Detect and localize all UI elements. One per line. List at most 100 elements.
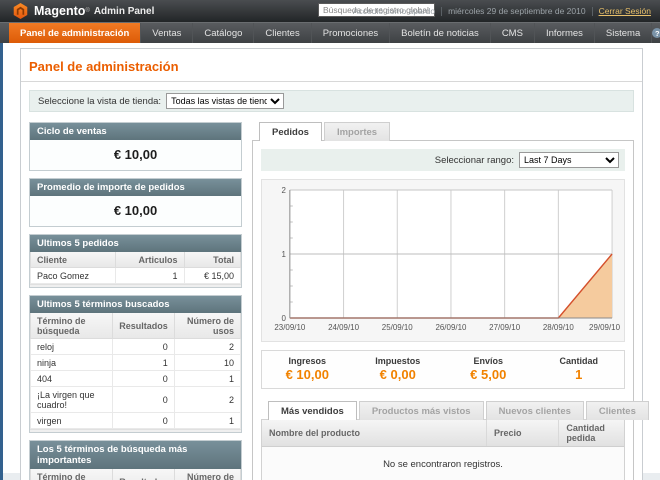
column-header: Resultados (113, 469, 175, 480)
tab-mas-vendidos[interactable]: Más vendidos (268, 401, 357, 420)
products-table: Nombre del productoPrecioCantidad pedida… (262, 420, 624, 480)
column-header: Cliente (31, 252, 116, 268)
column-header: Término de búsqueda (31, 313, 113, 339)
total-value: € 10,00 (262, 367, 353, 382)
widget-value: € 10,00 (30, 196, 241, 226)
table-cell: ¡La virgen que cuadro! (31, 387, 113, 413)
header-meta: Accedió como apardo miércoles 29 de sept… (353, 0, 651, 22)
total-label: Cantidad (534, 356, 625, 366)
total-ingresos: Ingresos€ 10,00 (262, 356, 353, 382)
logo-trademark: ® (85, 8, 89, 14)
products-grid: Nombre del productoPrecioCantidad pedida… (261, 419, 625, 480)
table-row[interactable]: 40401 (31, 371, 241, 387)
magento-logo-icon (13, 3, 28, 19)
table-cell: 0 (113, 371, 175, 387)
table-header-row: Término de búsquedaResultadosNúmero de u… (31, 469, 241, 480)
orders-chart: 01223/09/1024/09/1025/09/1026/09/1027/09… (261, 179, 625, 342)
top-header: Magento ® Admin Panel Accedió como apard… (0, 0, 660, 22)
range-label: Seleccionar rango: (435, 155, 514, 166)
column-header: Total (184, 252, 240, 268)
range-bar: Seleccionar rango: Last 7 Days (261, 149, 625, 171)
widget-table: Término de búsquedaResultadosNúmero de u… (30, 313, 241, 429)
svg-text:27/09/10: 27/09/10 (489, 323, 520, 332)
total-envios: Envíos€ 5,00 (443, 356, 534, 382)
table-cell: reloj (31, 339, 113, 355)
nav-item-promociones[interactable]: Promociones (312, 23, 390, 43)
widget-promedio-de-importe-de-pedidos: Promedio de importe de pedidos€ 10,00 (29, 178, 242, 227)
grid-column-header: Precio (486, 420, 558, 447)
svg-text:29/09/10: 29/09/10 (589, 323, 620, 332)
tab-productos-mas-vistos[interactable]: Productos más vistos (359, 401, 484, 420)
table-cell: 0 (113, 387, 175, 413)
nav-item-clientes[interactable]: Clientes (254, 23, 311, 43)
tab-pedidos[interactable]: Pedidos (259, 122, 322, 141)
tab-clientes[interactable]: Clientes (586, 401, 649, 420)
total-value: € 5,00 (443, 367, 534, 382)
column-header: Resultados (113, 313, 175, 339)
widget-title: Ultimos 5 pedidos (30, 235, 241, 252)
total-label: Ingresos (262, 356, 353, 366)
tab-nuevos-clientes[interactable]: Nuevos clientes (486, 401, 584, 420)
svg-text:0: 0 (281, 314, 286, 323)
logged-in-as: Accedió como apardo (353, 6, 435, 16)
range-select[interactable]: Last 7 Days (519, 152, 619, 168)
orders-amounts-tabs: PedidosImportes (252, 122, 634, 140)
separator (441, 7, 442, 16)
svg-text:23/09/10: 23/09/10 (274, 323, 305, 332)
total-impuestos: Impuestos€ 0,00 (353, 356, 444, 382)
svg-text:26/09/10: 26/09/10 (435, 323, 466, 332)
main-nav: Panel de administraciónVentasCatálogoCli… (0, 22, 660, 43)
nav-item-panel-de-administracion[interactable]: Panel de administración (9, 23, 141, 43)
widget-table: Término de búsquedaResultadosNúmero de u… (30, 469, 241, 480)
nav-item-sistema[interactable]: Sistema (595, 23, 652, 43)
table-row[interactable]: reloj02 (31, 339, 241, 355)
widget-footer (30, 429, 241, 432)
table-header-row: Término de búsquedaResultadosNúmero de u… (31, 313, 241, 339)
current-date: miércoles 29 de septiembre de 2010 (448, 6, 586, 16)
table-cell: 2 (174, 339, 240, 355)
table-row[interactable]: ninja110 (31, 355, 241, 371)
page-help-link[interactable]: Obtener ayuda para esta página (652, 23, 660, 43)
table-row[interactable]: ¡La virgen que cuadro!02 (31, 387, 241, 413)
nav-item-boletin-de-noticias[interactable]: Boletín de noticias (390, 23, 491, 43)
nav-item-ventas[interactable]: Ventas (141, 23, 193, 43)
store-view-label: Seleccione la vista de tienda: (38, 96, 161, 107)
store-view-select[interactable]: Todas las vistas de tienda (166, 93, 284, 109)
total-label: Envíos (443, 356, 534, 366)
grid-column-header: Cantidad pedida (559, 420, 624, 447)
nav-item-catalogo[interactable]: Catálogo (193, 23, 254, 43)
store-view-bar: Seleccione la vista de tienda: Todas las… (29, 90, 634, 112)
table-cell: 1 (174, 413, 240, 429)
table-cell: 1 (116, 268, 184, 284)
grid-column-header: Nombre del producto (262, 420, 486, 447)
table-cell: ninja (31, 355, 113, 371)
total-value: € 0,00 (353, 367, 444, 382)
svg-text:28/09/10: 28/09/10 (543, 323, 574, 332)
table-row[interactable]: virgen01 (31, 413, 241, 429)
table-cell: € 15,00 (184, 268, 240, 284)
nav-item-cms[interactable]: CMS (491, 23, 535, 43)
window-edge (0, 43, 3, 480)
logout-link[interactable]: Cerrar Sesión (599, 6, 651, 16)
logo-text: Magento (34, 4, 85, 18)
table-cell: 0 (113, 413, 175, 429)
totals-bar: Ingresos€ 10,00Impuestos€ 0,00Envíos€ 5,… (261, 350, 625, 389)
nav-items: Panel de administraciónVentasCatálogoCli… (9, 23, 652, 43)
grid-empty-message: No se encontraron registros. (262, 447, 624, 480)
widget-los-5-terminos-de-busqueda-mas-importantes: Los 5 términos de búsqueda más important… (29, 440, 242, 480)
tab-importes[interactable]: Importes (324, 122, 390, 141)
column-header: Articulos (116, 252, 184, 268)
table-row[interactable]: Paco Gomez1€ 15,00 (31, 268, 241, 284)
widget-title: Ultimos 5 términos buscados (30, 296, 241, 313)
widget-title: Promedio de importe de pedidos (30, 179, 241, 196)
widget-table: ClienteArticulosTotalPaco Gomez1€ 15,00 (30, 252, 241, 284)
column-header: Número de usos (174, 313, 240, 339)
nav-item-informes[interactable]: Informes (535, 23, 595, 43)
grid-empty-row: No se encontraron registros. (262, 447, 624, 480)
svg-text:25/09/10: 25/09/10 (382, 323, 413, 332)
help-icon (652, 28, 660, 38)
table-cell: 1 (174, 371, 240, 387)
svg-text:2: 2 (281, 186, 286, 195)
left-widgets-column: Ciclo de ventas€ 10,00Promedio de import… (29, 122, 242, 480)
table-cell: 10 (174, 355, 240, 371)
